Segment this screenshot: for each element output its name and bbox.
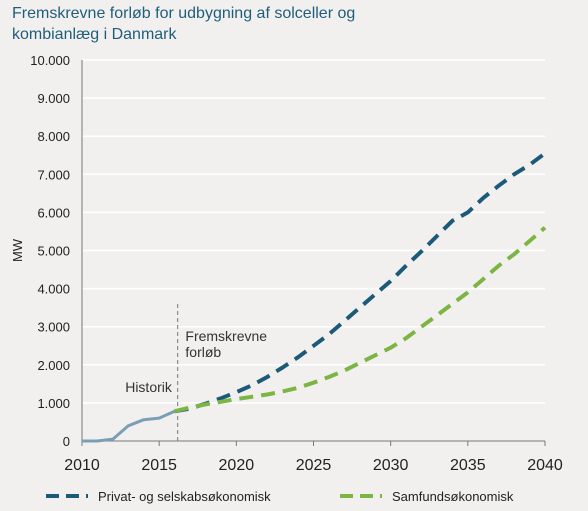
legend-item-samfund: Samfundsøkonomisk [340, 486, 513, 506]
y-tick-label: 9.000 [37, 91, 70, 106]
chart-title-line-1: Fremskrevne forløb for udbygning af solc… [12, 5, 356, 22]
y-tick-label: 7.000 [37, 167, 70, 182]
series-historik [82, 409, 176, 443]
annotation-0: Historik [125, 379, 173, 395]
series-samfund [174, 226, 547, 414]
legend-item-private: Privat- og selskabsøkonomisk [46, 486, 271, 506]
line-chart: 0 1.000 2.000 3.000 4.000 5.000 6.000 7.000 8.00… [10, 53, 563, 474]
series-private [174, 151, 547, 414]
y-tick-label: 0 [63, 434, 70, 449]
x-tick-label: 2040 [527, 457, 563, 474]
y-tick-label: 1.000 [37, 396, 70, 411]
annotation-2: forløb [185, 344, 221, 360]
y-tick-label: 4.000 [37, 282, 70, 297]
x-tick-label: 2030 [373, 457, 409, 474]
legend-swatch-private [46, 494, 88, 498]
x-tick-label: 2015 [141, 457, 177, 474]
chart-title-line-2: kombianlæg i Danmark [12, 26, 177, 43]
legend-label-samfund: Samfundsøkonomisk [392, 488, 514, 504]
y-tick-label: 2.000 [37, 358, 70, 373]
x-tick-label: 2010 [64, 457, 100, 474]
x-tick-label: 2035 [450, 457, 486, 474]
legend-label-private: Privat- og selskabsøkonomisk [98, 488, 271, 504]
y-axis-label: MW [10, 238, 25, 262]
y-tick-label: 3.000 [37, 320, 70, 335]
annotation-1: Fremskrevne [185, 328, 267, 344]
x-tick-label: 2025 [296, 457, 332, 474]
y-tick-label: 8.000 [37, 129, 70, 144]
legend-swatch-samfund [340, 494, 382, 498]
x-tick-label: 2020 [219, 457, 255, 474]
y-tick-label: 5.000 [37, 244, 70, 259]
y-tick-label: 10.000 [30, 53, 70, 68]
chart-title: Fremskrevne forløb for udbygning af solc… [12, 3, 572, 45]
y-tick-label: 6.000 [37, 205, 70, 220]
